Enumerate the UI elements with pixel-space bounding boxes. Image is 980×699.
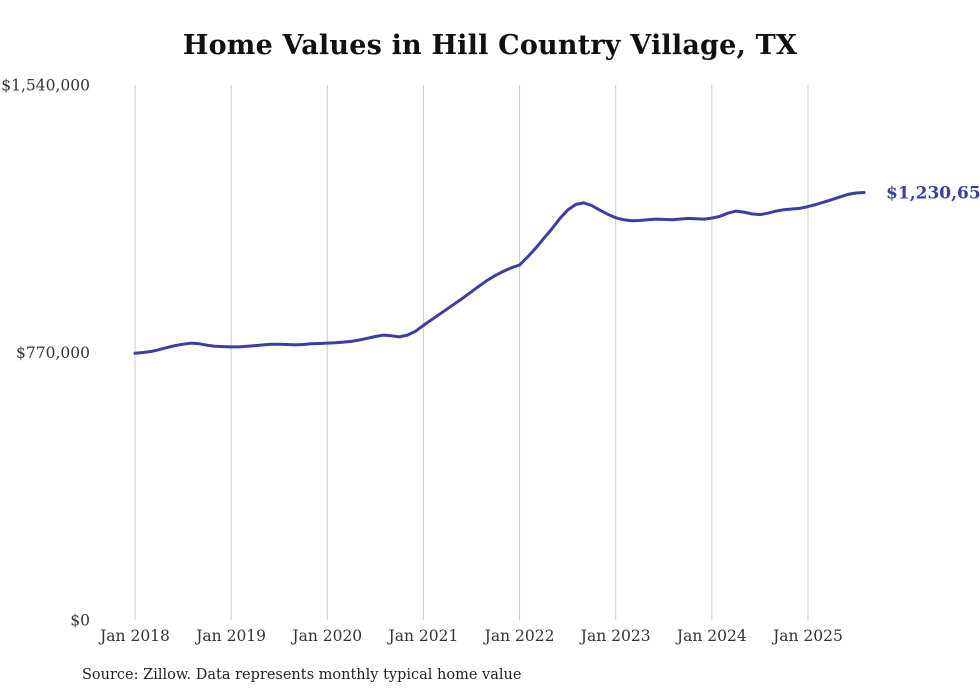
x-axis-tick-label: Jan 2022: [483, 627, 555, 645]
page-title: Home Values in Hill Country Village, TX: [182, 30, 798, 61]
y-axis-tick-label: $1,540,000: [1, 77, 90, 95]
y-axis-tick-label: $0: [70, 612, 90, 630]
x-axis-tick-label: Jan 2019: [194, 627, 266, 645]
source-note: Source: Zillow. Data represents monthly …: [82, 667, 522, 683]
x-axis-tick-label: Jan 2024: [675, 627, 747, 645]
latest-value-label: $1,230,658: [886, 183, 980, 203]
y-axis-tick-label: $770,000: [16, 344, 90, 362]
x-axis-tick-label: Jan 2021: [387, 627, 459, 645]
x-axis-tick-label: Jan 2020: [290, 627, 362, 645]
x-axis-tick-label: Jan 2018: [98, 627, 170, 645]
home-value-line: [133, 191, 866, 355]
x-axis-tick-label: Jan 2025: [771, 627, 843, 645]
x-axis-tick-label: Jan 2023: [579, 627, 651, 645]
